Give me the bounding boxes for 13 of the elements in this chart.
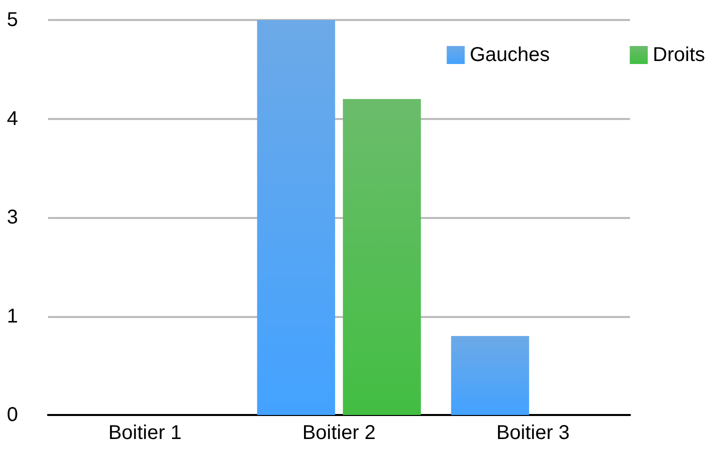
x-tick-label: Boitier 1 [108, 422, 182, 444]
x-tick-label: Boitier 3 [496, 422, 570, 444]
y-tick-label: 1 [6, 305, 18, 328]
legend-label: Droits [652, 44, 706, 66]
y-tick-label: 3 [6, 206, 18, 228]
y-tick-label: 5 [6, 9, 18, 31]
y-tick-label: 0 [6, 404, 18, 426]
bar [342, 99, 421, 415]
y-tick-label: 4 [6, 108, 18, 130]
legend-label: Gauches [470, 44, 550, 66]
bar [451, 336, 530, 415]
x-tick-label: Boitier 2 [302, 422, 376, 444]
bar [257, 20, 336, 415]
